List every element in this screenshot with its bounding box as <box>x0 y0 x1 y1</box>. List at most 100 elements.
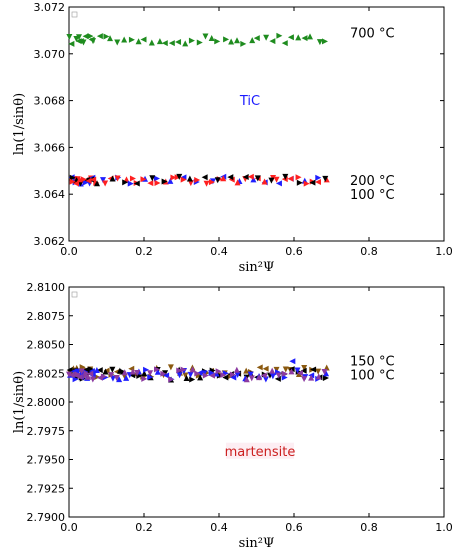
data-point <box>147 370 154 377</box>
data-point <box>315 373 322 380</box>
data-point <box>69 178 76 185</box>
data-point <box>287 34 294 41</box>
data-point <box>154 366 161 373</box>
data-point <box>269 373 276 380</box>
data-point <box>176 173 183 180</box>
data-point <box>114 39 121 46</box>
series-label: 100 °C <box>350 368 395 383</box>
data-point <box>233 37 240 44</box>
data-point <box>189 376 196 383</box>
data-point <box>275 372 282 379</box>
data-point <box>188 37 195 44</box>
data-point <box>275 180 282 187</box>
data-point <box>197 374 204 381</box>
data-point <box>301 364 308 371</box>
data-point <box>66 33 73 40</box>
data-point <box>214 177 221 184</box>
data-point <box>215 368 222 375</box>
series-label: 700 °C <box>350 27 395 42</box>
data-point <box>116 376 123 383</box>
data-point <box>113 374 120 381</box>
data-point <box>175 39 182 46</box>
data-point <box>103 33 110 40</box>
x-tick-label: 1.0 <box>435 521 453 534</box>
data-point <box>80 39 87 46</box>
y-tick-label: 2.8050 <box>27 339 66 352</box>
data-point <box>168 40 175 47</box>
legend-box <box>71 291 78 298</box>
data-point <box>281 40 288 47</box>
data-point <box>186 175 193 182</box>
data-point <box>282 173 289 180</box>
plot-frame <box>68 6 445 242</box>
data-point <box>103 367 110 374</box>
data-point <box>254 175 261 182</box>
legend-box <box>71 11 78 18</box>
data-point <box>102 368 109 375</box>
data-point <box>148 39 155 46</box>
x-tick-label: 0.8 <box>360 521 378 534</box>
data-point <box>161 178 168 185</box>
data-point <box>269 38 276 45</box>
data-point <box>247 371 254 378</box>
data-point <box>170 174 177 181</box>
data-point <box>208 369 215 376</box>
data-point <box>90 176 97 183</box>
data-point <box>288 368 295 375</box>
data-point <box>90 38 97 45</box>
x-tick-label: 0.0 <box>60 521 78 534</box>
data-point <box>129 368 136 375</box>
data-point <box>140 176 147 183</box>
data-point <box>147 180 154 187</box>
data-point <box>315 174 322 181</box>
data-point <box>176 372 183 379</box>
data-point <box>315 368 322 375</box>
data-point <box>108 372 115 379</box>
data-point <box>308 374 315 381</box>
data-point <box>69 174 76 181</box>
data-point <box>189 366 196 373</box>
data-point <box>273 366 280 373</box>
data-point <box>114 175 121 182</box>
data-point <box>121 36 128 43</box>
panel-2: 0.0 0.2 0.4 0.6 0.8 1.0 2.7900 2.7925 2.7950 2.79… <box>12 281 453 550</box>
data-point <box>229 371 236 378</box>
data-point <box>261 178 268 185</box>
data-point <box>214 38 221 45</box>
data-point <box>76 34 83 41</box>
data-point <box>222 374 229 381</box>
data-point <box>93 367 100 374</box>
data-point <box>187 371 194 378</box>
data-point <box>123 374 130 381</box>
data-point <box>149 175 156 182</box>
data-point <box>85 177 92 184</box>
data-point <box>228 38 235 45</box>
data-point <box>180 176 187 183</box>
data-point <box>128 36 135 43</box>
x-tick-label: 0.6 <box>285 245 303 258</box>
data-point <box>174 174 181 181</box>
data-point <box>262 365 269 372</box>
data-point <box>247 173 254 180</box>
x-tick-label: 0.8 <box>360 245 378 258</box>
x-axis-label: sin²Ψ <box>239 536 275 550</box>
data-point <box>223 36 230 43</box>
data-point <box>196 39 203 46</box>
data-point <box>194 370 201 377</box>
data-point <box>240 40 247 47</box>
data-point <box>182 40 189 47</box>
data-point <box>88 368 95 375</box>
data-point <box>180 366 187 373</box>
data-point <box>94 180 101 187</box>
data-point <box>268 177 275 184</box>
data-point <box>109 175 116 182</box>
y-tick-label: 3.066 <box>34 141 66 154</box>
data-point <box>310 366 317 373</box>
data-point <box>230 374 237 381</box>
data-point <box>160 370 167 377</box>
data-point <box>242 173 249 180</box>
data-point <box>203 180 210 187</box>
data-point <box>243 376 250 383</box>
data-point <box>233 366 240 373</box>
data-point <box>295 34 302 41</box>
